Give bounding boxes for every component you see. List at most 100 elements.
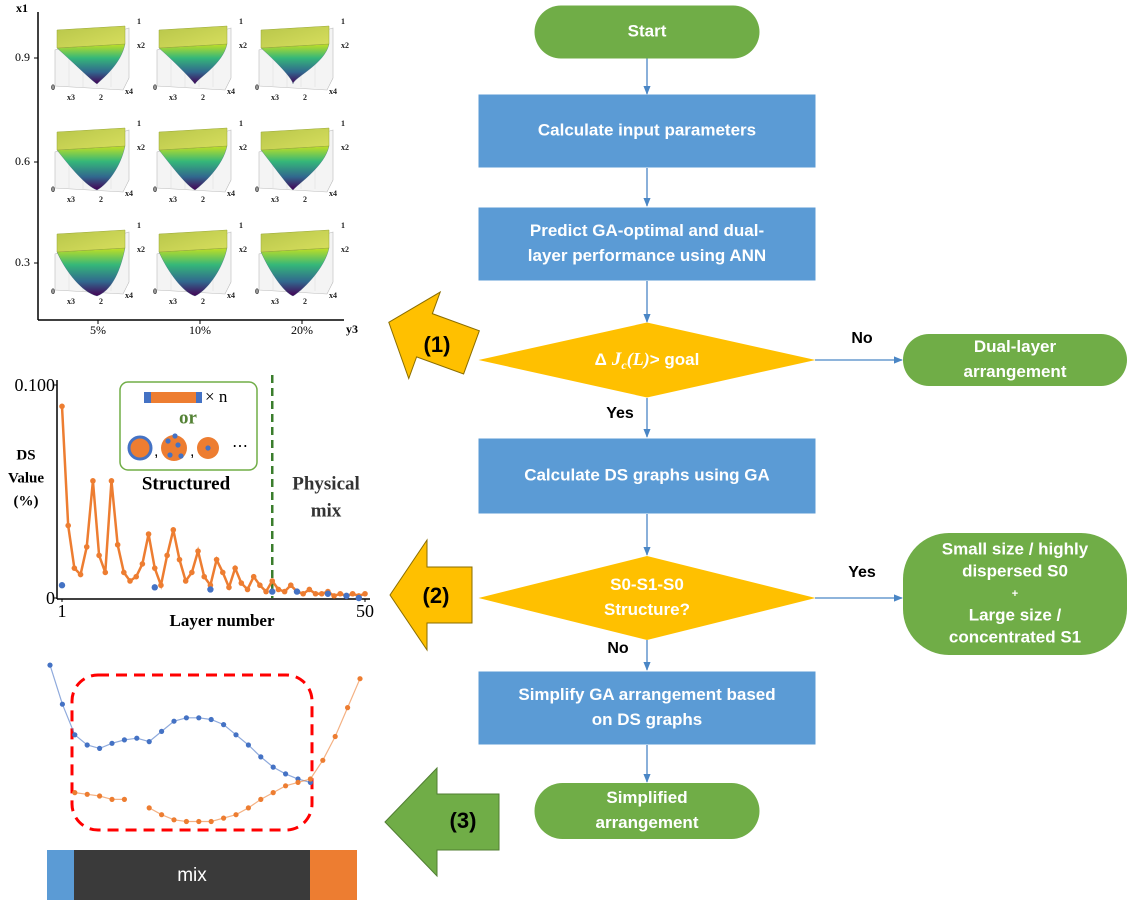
terminal-node [903,533,1127,655]
surface-well [56,145,126,191]
profile-point [72,790,78,796]
profile-point [320,757,326,763]
ds-point [300,590,306,597]
profile-point [221,815,227,821]
ds-point [121,569,127,576]
ds-point [312,590,319,597]
profile-point [183,818,189,825]
profile-point [84,791,90,797]
y-axis-label: Value [8,470,44,486]
panel-axis-label: x3 [67,93,75,102]
panel-axis-label: x2 [137,143,145,152]
ds-point [269,588,276,595]
panel-tick: 1 [239,119,243,128]
profile-point [146,805,152,811]
ds-point [263,588,269,595]
stage-arrow [388,290,480,380]
legend-dot [172,433,178,439]
profile-point [171,718,177,724]
decision-node [478,556,816,640]
profile-line [49,664,311,783]
surface-panel: 1 x2 0 x3 2 x4 [153,17,247,102]
panel-axis-label: x4 [227,87,235,96]
legend-bar-end [196,392,202,403]
panel-axis-label: x2 [239,143,247,152]
panel-tick: 2 [99,297,103,306]
profile-point [283,783,289,789]
panel-axis-label: x4 [329,291,337,300]
ds-point [108,478,115,484]
stage-label: (2) [423,583,450,608]
ds-point [176,556,183,563]
ds-point [58,582,66,589]
annotation: ⋯ [232,438,248,455]
profile-point [258,754,264,760]
panel-axis-label: x4 [125,87,133,96]
node-label: Dual-layer [974,337,1057,356]
surface-well [260,247,330,297]
panel-tick: 2 [201,297,205,306]
profile-point [121,796,127,803]
ds-point [201,573,208,580]
ds-point [90,478,96,484]
legend-dot [167,452,173,458]
condition-delta: Δ [595,350,607,369]
panel-tick: 2 [303,297,307,306]
panel-tick: 1 [137,221,141,230]
ds-point [213,556,220,563]
panel-tick: 2 [303,195,307,204]
node-label: Calculate input parameters [538,120,756,139]
panel-tick: 2 [303,93,307,102]
node-label: layer performance using ANN [528,246,766,265]
terminal-node [903,334,1127,386]
panel-tick: 0 [255,83,259,92]
ds-point [349,590,356,597]
annotation: Structured [142,473,231,494]
legend-bar-end [144,392,151,403]
node-label: Calculate DS graphs using GA [524,465,770,484]
ds-point [83,544,90,550]
x-axis-label: y3 [346,322,358,336]
y-axis-label: (%) [14,493,39,509]
panel-axis-label: x4 [227,291,235,300]
panel-axis-label: x3 [67,195,75,204]
ds-point [257,582,263,589]
profile-point [159,728,165,735]
y-tick-label: 0.3 [15,255,30,269]
surface-plane [260,25,330,49]
mix-label: mix [177,865,207,886]
node-label: + [1012,588,1018,600]
panel-axis-label: x2 [341,143,349,152]
panel-tick: 0 [255,185,259,194]
y-tick-label: 0.100 [15,375,56,395]
panel-tick: 0 [51,83,55,92]
ds-point [226,584,232,591]
panel-axis-label: x2 [239,245,247,254]
panel-axis-label: x2 [137,41,145,50]
ds-point [151,565,158,571]
panel-axis-label: x4 [125,291,133,300]
ds-point [324,590,332,597]
panel-axis-label: x2 [341,245,349,254]
annotation: × n [205,387,228,406]
x-axis-label: Layer number [170,611,275,630]
node-label: Large size / [969,605,1062,624]
ds-point [287,582,294,589]
panel-tick: 0 [153,287,157,296]
stage-label: (1) [424,332,451,357]
profile-point [171,817,177,823]
ds-point [114,541,121,548]
terminal-node [534,5,760,59]
bar-end-s1 [310,850,357,900]
profile-point [47,662,53,668]
ds-point [133,573,140,580]
condition-label: Δ Jc(L)> goal [595,349,700,372]
annotation: , [190,443,194,460]
node-label: dispersed S0 [962,561,1068,580]
panel-tick: 1 [137,17,141,26]
profile-point [84,742,90,748]
profile-point [196,715,202,721]
y-axis-label: DS [16,447,35,463]
legend-particle [127,435,153,461]
profile-point [97,793,103,799]
